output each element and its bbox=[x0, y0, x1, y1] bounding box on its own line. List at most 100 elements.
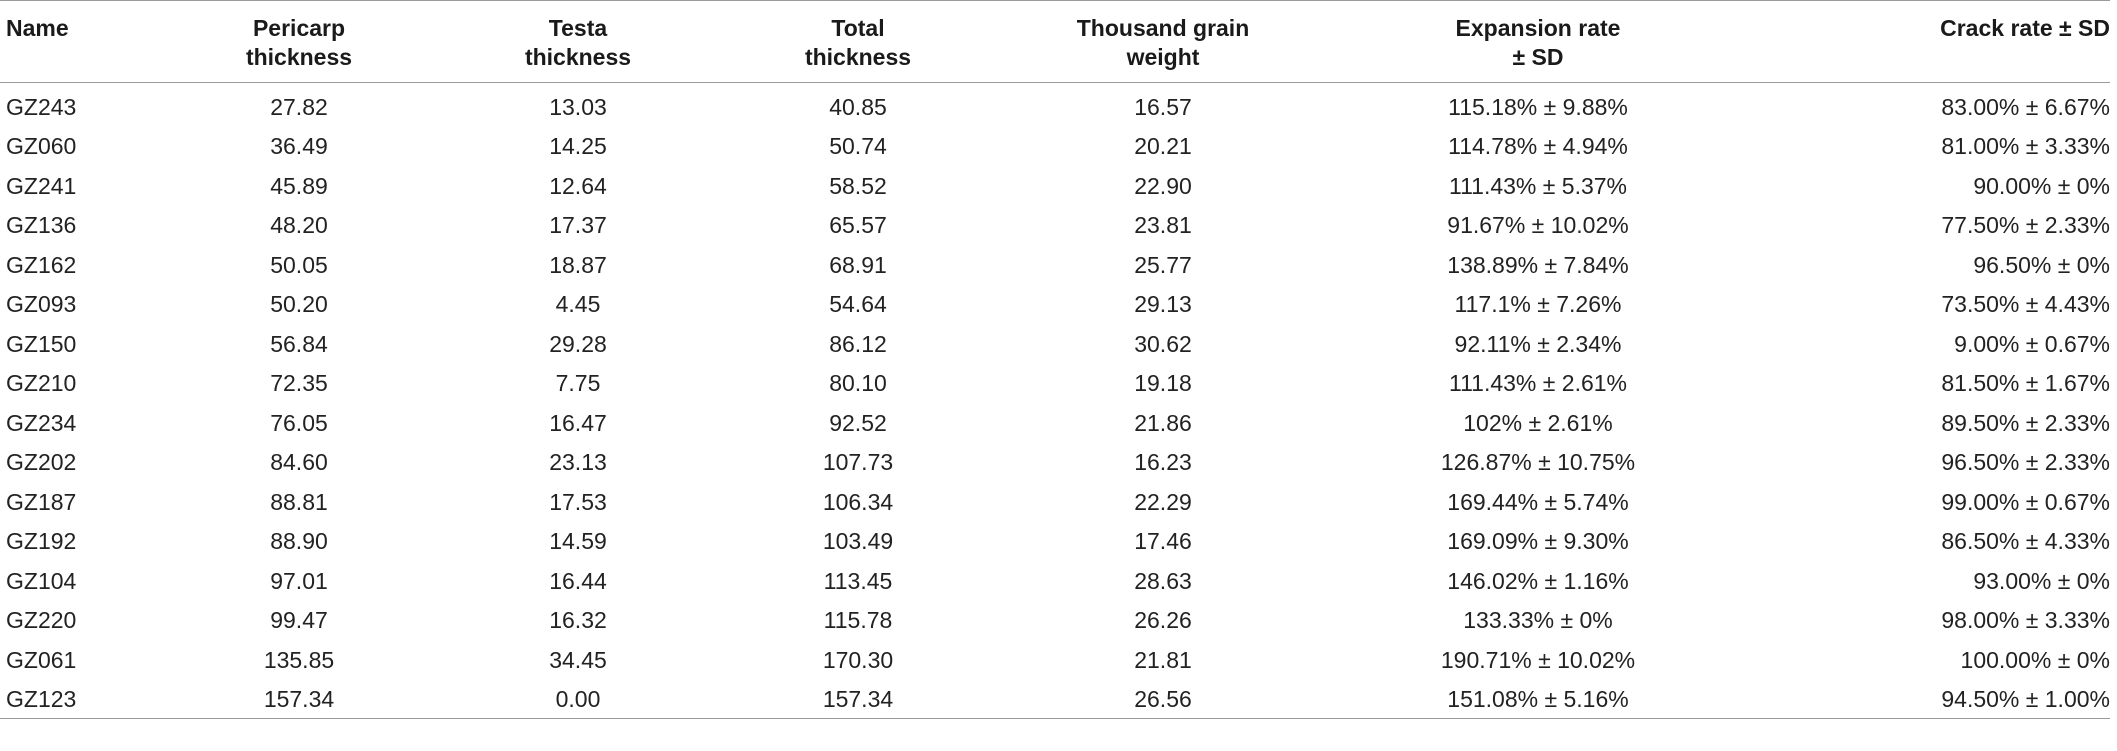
cell-testa-thickness: 16.44 bbox=[549, 567, 607, 594]
cell-total-thickness: 107.73 bbox=[822, 449, 894, 476]
cell-testa-thickness: 0.00 bbox=[555, 686, 601, 712]
cell-pericarp-thickness: 27.82 bbox=[270, 94, 328, 120]
cell-name: GZ136 bbox=[6, 212, 77, 239]
cell-thousand-grain-weight: 16.57 bbox=[1134, 94, 1192, 120]
data-table-container: Name Pericarp thickness Testa thickness Total… bbox=[0, 0, 2110, 719]
cell-expansion-rate: 126.87% ± 10.75% bbox=[1440, 449, 1636, 476]
cell-pericarp-thickness: 50.05 bbox=[270, 251, 328, 278]
cell-pericarp-thickness: 88.81 bbox=[270, 488, 328, 515]
cell-thousand-grain-weight: 28.63 bbox=[1134, 567, 1192, 594]
column-header-name: Name bbox=[0, 1, 160, 83]
cell-thousand-grain-weight: 29.13 bbox=[1134, 291, 1192, 318]
cell-thousand-grain-weight: 30.62 bbox=[1134, 330, 1192, 357]
cell-crack-rate: 77.50% ± 2.33% bbox=[1941, 212, 2110, 239]
cell-name: GZ061 bbox=[6, 646, 77, 673]
header-text-line: thickness bbox=[804, 44, 912, 70]
cell-testa-thickness: 18.87 bbox=[549, 251, 607, 278]
cell-thousand-grain-weight: 21.81 bbox=[1134, 646, 1192, 673]
cell-testa-thickness: 29.28 bbox=[549, 330, 607, 357]
cell-expansion-rate: 111.43% ± 5.37% bbox=[1448, 172, 1627, 199]
cell-pericarp-thickness: 88.90 bbox=[270, 528, 328, 555]
cell-name: GZ241 bbox=[6, 172, 77, 199]
cell-expansion-rate: 92.11% ± 2.34% bbox=[1454, 330, 1622, 357]
cell-crack-rate: 93.00% ± 0% bbox=[1973, 567, 2110, 594]
cell-thousand-grain-weight: 25.77 bbox=[1134, 251, 1192, 278]
cell-pericarp-thickness: 76.05 bbox=[270, 409, 328, 436]
cell-expansion-rate: 133.33% ± 0% bbox=[1463, 607, 1613, 634]
cell-expansion-rate: 138.89% ± 7.84% bbox=[1447, 251, 1629, 278]
cell-name: GZ192 bbox=[6, 528, 77, 555]
cell-name: GZ123 bbox=[6, 686, 77, 712]
cell-pericarp-thickness: 72.35 bbox=[270, 370, 328, 397]
cell-total-thickness: 113.45 bbox=[823, 567, 893, 594]
cell-testa-thickness: 17.37 bbox=[549, 212, 607, 239]
cell-total-thickness: 92.52 bbox=[829, 409, 887, 436]
cell-testa-thickness: 16.32 bbox=[549, 607, 607, 634]
cell-pericarp-thickness: 84.60 bbox=[270, 449, 328, 476]
table-body: GZ243 27.82 13.03 40.85 16.57 115.18% ± 9.88%… bbox=[0, 83, 2110, 719]
header-row: Name Pericarp thickness Testa thickness Total… bbox=[0, 0, 2110, 83]
cell-thousand-grain-weight: 22.90 bbox=[1134, 172, 1192, 199]
cell-name: GZ060 bbox=[6, 133, 77, 160]
table-header: Name Pericarp thickness Testa thickness Total… bbox=[0, 0, 2110, 83]
cell-crack-rate: 98.00% ± 3.33% bbox=[1941, 607, 2110, 634]
cell-pericarp-thickness: 45.89 bbox=[270, 172, 328, 199]
cell-crack-rate: 96.50% ± 2.33% bbox=[1941, 449, 2110, 476]
column-header-expansion-rate: Expansion rate ± SD bbox=[1328, 1, 1748, 83]
table-row: GZ150 56.84 29.28 86.12 30.62 92.11% ± 2.34% 9… bbox=[0, 324, 2110, 364]
header-text-line: Expansion rate bbox=[1455, 15, 1621, 41]
table-row: GZ234 76.05 16.47 92.52 21.86 102% ± 2.61% 89.… bbox=[0, 403, 2110, 443]
cell-expansion-rate: 114.78% ± 4.94% bbox=[1448, 133, 1628, 160]
cell-thousand-grain-weight: 21.86 bbox=[1134, 409, 1192, 436]
cell-name: GZ150 bbox=[6, 330, 77, 357]
table-row: GZ162 50.05 18.87 68.91 25.77 138.89% ± 7.84%… bbox=[0, 245, 2110, 285]
cell-testa-thickness: 14.59 bbox=[549, 528, 607, 555]
cell-thousand-grain-weight: 23.81 bbox=[1134, 212, 1192, 239]
cell-thousand-grain-weight: 20.21 bbox=[1134, 133, 1192, 160]
cell-total-thickness: 80.10 bbox=[829, 370, 887, 397]
cell-crack-rate: 83.00% ± 6.67% bbox=[1941, 94, 2110, 120]
cell-total-thickness: 65.57 bbox=[829, 212, 887, 239]
cell-expansion-rate: 91.67% ± 10.02% bbox=[1447, 212, 1629, 239]
cell-testa-thickness: 13.03 bbox=[549, 94, 607, 120]
cell-name: GZ162 bbox=[6, 251, 77, 278]
table-row: GZ192 88.90 14.59 103.49 17.46 169.09% ± 9.30… bbox=[0, 521, 2110, 561]
table-row: GZ136 48.20 17.37 65.57 23.81 91.67% ± 10.02%… bbox=[0, 205, 2110, 245]
cell-crack-rate: 99.00% ± 0.67% bbox=[1941, 488, 2110, 515]
cell-pericarp-thickness: 97.01 bbox=[270, 567, 328, 594]
cell-name: GZ093 bbox=[6, 291, 77, 318]
cell-thousand-grain-weight: 16.23 bbox=[1134, 449, 1192, 476]
cell-pericarp-thickness: 99.47 bbox=[270, 607, 328, 634]
table-row: GZ061 135.85 34.45 170.30 21.81 190.71% ± 10.… bbox=[0, 640, 2110, 680]
cell-total-thickness: 86.12 bbox=[829, 330, 887, 357]
cell-name: GZ104 bbox=[6, 567, 77, 594]
column-header-total-thickness: Total thickness bbox=[718, 1, 998, 83]
column-header-testa-thickness: Testa thickness bbox=[438, 1, 718, 83]
header-text-line: ± SD bbox=[1512, 44, 1564, 70]
table-row: GZ187 88.81 17.53 106.34 22.29 169.44% ± 5.74… bbox=[0, 482, 2110, 522]
cell-crack-rate: 90.00% ± 0% bbox=[1973, 172, 2110, 199]
cell-pericarp-thickness: 50.20 bbox=[270, 291, 328, 318]
cell-expansion-rate: 190.71% ± 10.02% bbox=[1440, 646, 1636, 673]
cell-expansion-rate: 117.1% ± 7.26% bbox=[1454, 291, 1622, 318]
cell-expansion-rate: 111.43% ± 2.61% bbox=[1448, 370, 1627, 397]
header-text-line: Total bbox=[831, 15, 885, 41]
table-row: GZ210 72.35 7.75 80.10 19.18 111.43% ± 2.61% 8… bbox=[0, 363, 2110, 403]
cell-pericarp-thickness: 36.49 bbox=[270, 133, 328, 160]
table-row: GZ123 157.34 0.00 157.34 26.56 151.08% ± 5.16… bbox=[0, 679, 2110, 719]
cell-thousand-grain-weight: 22.29 bbox=[1134, 488, 1192, 515]
header-text-line: thickness bbox=[524, 44, 632, 70]
table-row: GZ243 27.82 13.03 40.85 16.57 115.18% ± 9.88%… bbox=[0, 83, 2110, 127]
cell-pericarp-thickness: 48.20 bbox=[270, 212, 328, 239]
cell-total-thickness: 157.34 bbox=[822, 686, 894, 712]
cell-crack-rate: 81.00% ± 3.33% bbox=[1941, 133, 2110, 160]
cell-thousand-grain-weight: 26.56 bbox=[1134, 686, 1192, 712]
header-text-line: Crack rate ± SD bbox=[1940, 15, 2110, 41]
cell-expansion-rate: 146.02% ± 1.16% bbox=[1447, 567, 1629, 594]
column-header-thousand-grain-weight: Thousand grain weight bbox=[998, 1, 1328, 83]
cell-total-thickness: 115.78 bbox=[823, 607, 893, 634]
cell-thousand-grain-weight: 17.46 bbox=[1134, 528, 1192, 555]
cell-testa-thickness: 16.47 bbox=[549, 409, 607, 436]
cell-name: GZ187 bbox=[6, 488, 77, 515]
header-text-line: weight bbox=[1126, 44, 1200, 70]
